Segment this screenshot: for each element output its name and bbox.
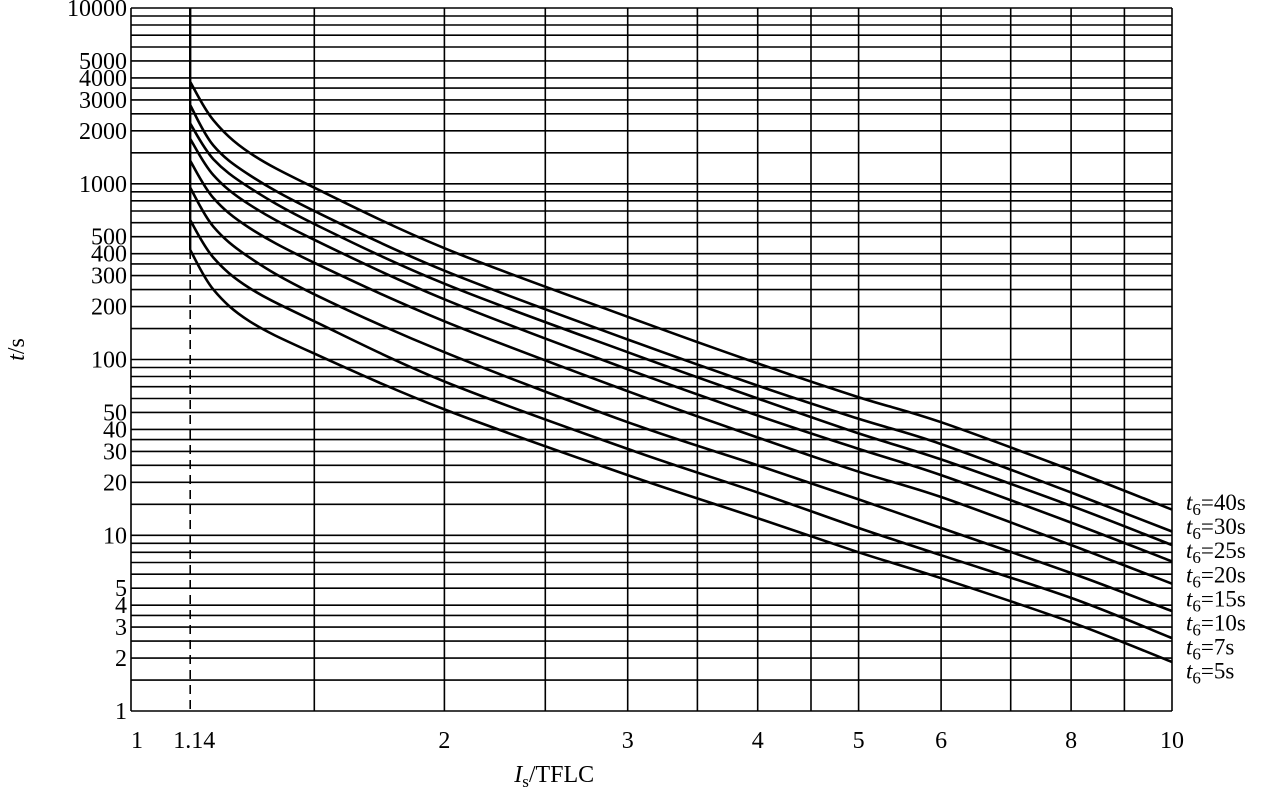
curve-30s [189, 104, 1173, 533]
y-axis-symbol: t [4, 353, 30, 361]
x-tick-labels: 1 1.14 2 3 4 5 6 8 10 [131, 728, 1184, 754]
curve-label-20s: t6=20s [1186, 562, 1246, 591]
curve-label-25s: t6=25s [1186, 538, 1246, 567]
y-tick-label-30: 30 [103, 439, 127, 465]
curve-20s [189, 138, 1173, 563]
y-tick-label-100: 100 [91, 348, 127, 374]
x-axis-subscript: s [522, 772, 529, 790]
y-tick-label-200: 200 [91, 295, 127, 321]
curves [189, 81, 1173, 664]
x-tick-label-10: 10 [1160, 728, 1184, 754]
y-tick-label-2000: 2000 [79, 119, 127, 145]
x-tick-label-1-14: 1.14 [173, 728, 215, 754]
y-tick-label-4000: 4000 [79, 66, 127, 92]
curve-40s [189, 81, 1173, 511]
y-tick-label-50: 50 [103, 400, 127, 426]
y-tick-label-3: 3 [115, 615, 127, 641]
curve-5s [189, 249, 1173, 664]
y-tick-label-4: 4 [115, 593, 127, 619]
curve-label-15s: t6=15s [1186, 586, 1246, 615]
y-tick-label-40: 40 [103, 417, 127, 443]
x-axis-title: Is/TFLC [513, 762, 594, 790]
y-tick-label-1000: 1000 [79, 172, 127, 198]
x-axis-unit: /TFLC [529, 762, 594, 788]
y-tick-label-2: 2 [115, 646, 127, 672]
curve-10s [189, 187, 1173, 613]
curve-25s [189, 122, 1173, 547]
curve-7s [189, 219, 1173, 640]
x-tick-label-5: 5 [853, 728, 865, 754]
y-tick-label-400: 400 [91, 242, 127, 268]
curve-label-5s: t6=5s [1186, 659, 1234, 688]
curve-15s [189, 160, 1173, 585]
curve-labels: t6=40st6=30st6=25st6=20st6=15st6=10st6=7… [1186, 490, 1246, 688]
y-tick-label-1: 1 [115, 699, 127, 725]
y-tick-label-10000: 10000 [67, 0, 127, 22]
curve-label-10s: t6=10s [1186, 611, 1246, 640]
curve-label-40s: t6=40s [1186, 490, 1246, 519]
y-tick-label-3000: 3000 [79, 88, 127, 114]
x-tick-label-8: 8 [1065, 728, 1077, 754]
y-tick-label-5: 5 [115, 576, 127, 602]
curve-label-7s: t6=7s [1186, 635, 1234, 664]
grid-lines [130, 7, 1173, 712]
y-axis-unit: /s [4, 338, 30, 354]
y-tick-label-20: 20 [103, 470, 127, 496]
y-tick-label-300: 300 [91, 264, 127, 290]
x-tick-label-2: 2 [438, 728, 450, 754]
x-tick-label-3: 3 [622, 728, 634, 754]
x-axis-symbol: I [513, 762, 523, 788]
y-tick-label-10: 10 [103, 523, 127, 549]
y-axis-title: t/s [4, 338, 30, 361]
y-tick-label-500: 500 [91, 225, 127, 251]
x-tick-label-6: 6 [935, 728, 947, 754]
y-tick-label-5000: 5000 [79, 49, 127, 75]
x-tick-label-4: 4 [752, 728, 764, 754]
curve-label-30s: t6=30s [1186, 514, 1246, 543]
x-tick-label-1: 1 [131, 728, 143, 754]
